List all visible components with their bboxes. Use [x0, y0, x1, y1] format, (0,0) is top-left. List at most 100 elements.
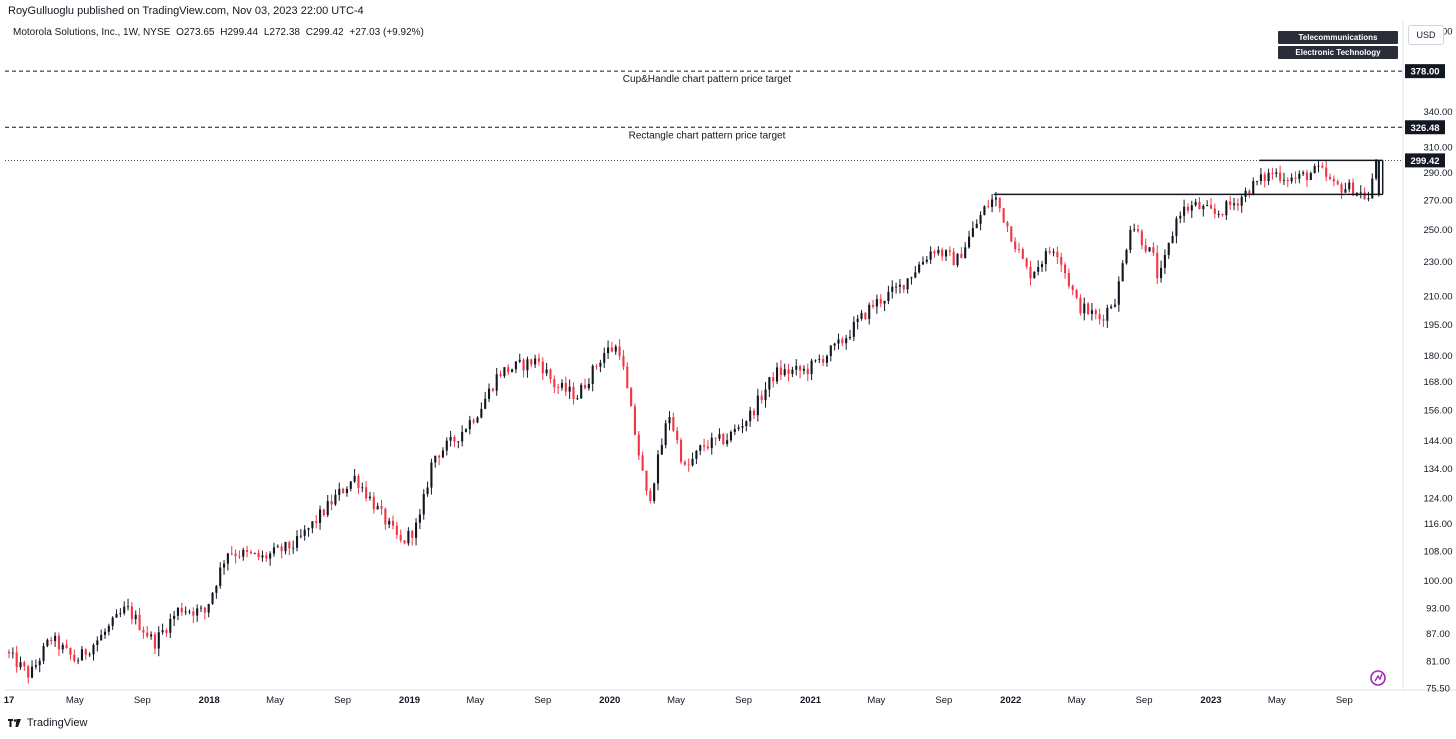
candle-body [468, 420, 471, 430]
candle-body [726, 440, 729, 444]
candle-body [599, 362, 602, 367]
candle-body [1113, 304, 1117, 307]
candle-body [1064, 264, 1067, 274]
candle-body [837, 339, 840, 344]
candle-body [1325, 167, 1328, 177]
candle-body [303, 529, 306, 536]
candle-body [971, 228, 974, 237]
candle-body [699, 445, 702, 451]
candle-body [1163, 254, 1166, 268]
x-tick-label: Sep [334, 695, 351, 706]
candle-body [998, 197, 1001, 209]
candle-body [1363, 192, 1366, 200]
candle-body [1267, 172, 1270, 181]
candle-body [322, 509, 325, 516]
industry-tag[interactable]: Telecommunications Equipment [1278, 31, 1398, 55]
candle-body [1252, 181, 1255, 196]
candle-body [933, 251, 936, 254]
candle-body [426, 487, 429, 495]
x-tick-label: 2020 [599, 695, 620, 706]
x-tick-label: Sep [935, 695, 952, 706]
indicator-icon[interactable] [1370, 670, 1386, 686]
candle-body [1202, 205, 1205, 210]
candle-body [1136, 229, 1140, 232]
tradingview-logo[interactable]: TradingView [8, 717, 87, 729]
candle-body [491, 388, 494, 391]
candle-body [1171, 236, 1174, 243]
y-tick-label: 168.00 [1423, 377, 1452, 388]
candle-body [1279, 172, 1282, 181]
ohlc-change: +27.03 (+9.92%) [349, 27, 424, 38]
candle-body [653, 483, 656, 501]
candle-body [326, 501, 329, 516]
candle-body [1183, 206, 1186, 216]
candle-body [679, 440, 683, 462]
candle-body [1087, 303, 1090, 314]
candle-body [633, 406, 637, 435]
price-level-label: 378.00 [1410, 67, 1439, 78]
candle-body [46, 639, 49, 646]
candle-body [1236, 203, 1239, 206]
candle-body [284, 541, 287, 552]
instrument-name[interactable]: Motorola Solutions, Inc., 1W, NYSE [13, 27, 171, 38]
candle-body [1033, 271, 1036, 279]
candle-body [964, 247, 967, 259]
candle-body [568, 386, 571, 392]
candle-body [987, 206, 990, 208]
candle-body [833, 343, 836, 346]
candle-body [1056, 251, 1059, 258]
sector-tag[interactable]: Electronic Technology [1278, 46, 1398, 59]
candle-body [1375, 160, 1378, 179]
candle-body [1156, 252, 1159, 279]
y-tick-label: 340.00 [1423, 107, 1452, 118]
candle-body [1248, 190, 1251, 196]
candle-body [499, 374, 502, 376]
candle-body [1098, 314, 1101, 320]
candle-body [695, 450, 698, 459]
candle-body [1263, 174, 1266, 181]
candle-body [929, 251, 932, 260]
price-level-badge [1405, 64, 1445, 79]
candle-body [1110, 306, 1113, 308]
candle-body [626, 366, 629, 389]
x-tick-label: Sep [1336, 695, 1353, 706]
candle-body [1290, 177, 1293, 182]
candle-body [472, 420, 475, 423]
candle-body [111, 617, 114, 626]
candle-body [146, 632, 149, 637]
tradingview-logo-icon [8, 719, 21, 728]
candle-body [107, 625, 110, 632]
candle-body [1071, 285, 1074, 291]
candle-body [238, 555, 241, 557]
candle-body [687, 464, 690, 466]
candle-body [691, 458, 694, 466]
candle-body [921, 261, 925, 265]
candle-body [1229, 201, 1232, 206]
candle-body [65, 644, 68, 648]
candle-body [1298, 173, 1301, 179]
candle-body [1367, 198, 1370, 200]
x-tick-label: May [466, 695, 484, 706]
candle-body [80, 649, 84, 661]
candle-body [718, 434, 721, 439]
publisher-credit: RoyGulluoglu published on TradingView.co… [8, 5, 364, 17]
candle-body [534, 358, 537, 365]
candle-body [15, 652, 18, 668]
candle-body [411, 530, 414, 538]
candle-body [868, 304, 871, 319]
candle-body [1213, 208, 1216, 214]
candle-body [126, 606, 130, 608]
candle-body [530, 359, 533, 365]
instrument-header: Motorola Solutions, Inc., 1W, NYSE O273.… [13, 27, 424, 38]
candle-body [123, 606, 126, 614]
candle-body [772, 377, 775, 382]
candle-body [307, 528, 310, 530]
candle-body [464, 429, 468, 432]
candle-body [622, 356, 625, 367]
currency-button[interactable]: USD [1408, 25, 1444, 45]
candle-body [219, 567, 222, 586]
tradingview-logo-text: TradingView [26, 717, 88, 729]
candle-body [645, 470, 648, 491]
candle-body [845, 338, 848, 344]
